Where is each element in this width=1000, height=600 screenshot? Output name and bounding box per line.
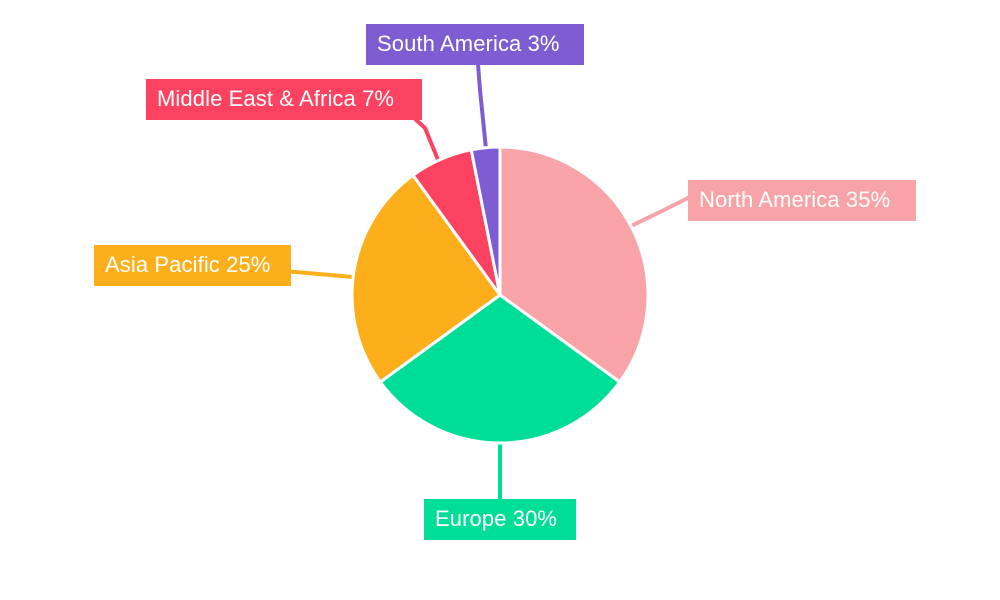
pie-label-europe: Europe 30%	[424, 499, 576, 540]
pie-wedge-north-america[interactable]	[498, 145, 650, 385]
leader-line-north-america	[624, 194, 693, 231]
leader-line-south-america	[476, 63, 488, 150]
pie-label-asia-pacific: Asia Pacific 25%	[94, 245, 291, 286]
pie-label-south-america: South America 3%	[366, 24, 584, 65]
leader-line-middle-east-africa	[410, 114, 445, 173]
pie-wedges-group	[350, 145, 650, 445]
pie-wedge-south-america[interactable]	[469, 145, 502, 296]
pie-wedge-asia-pacific[interactable]	[350, 173, 503, 385]
pie-label-north-america: North America 35%	[688, 180, 916, 221]
pie-label-middle-east-africa: Middle East & Africa 7%	[146, 79, 422, 120]
pie-wedge-europe[interactable]	[378, 293, 622, 445]
